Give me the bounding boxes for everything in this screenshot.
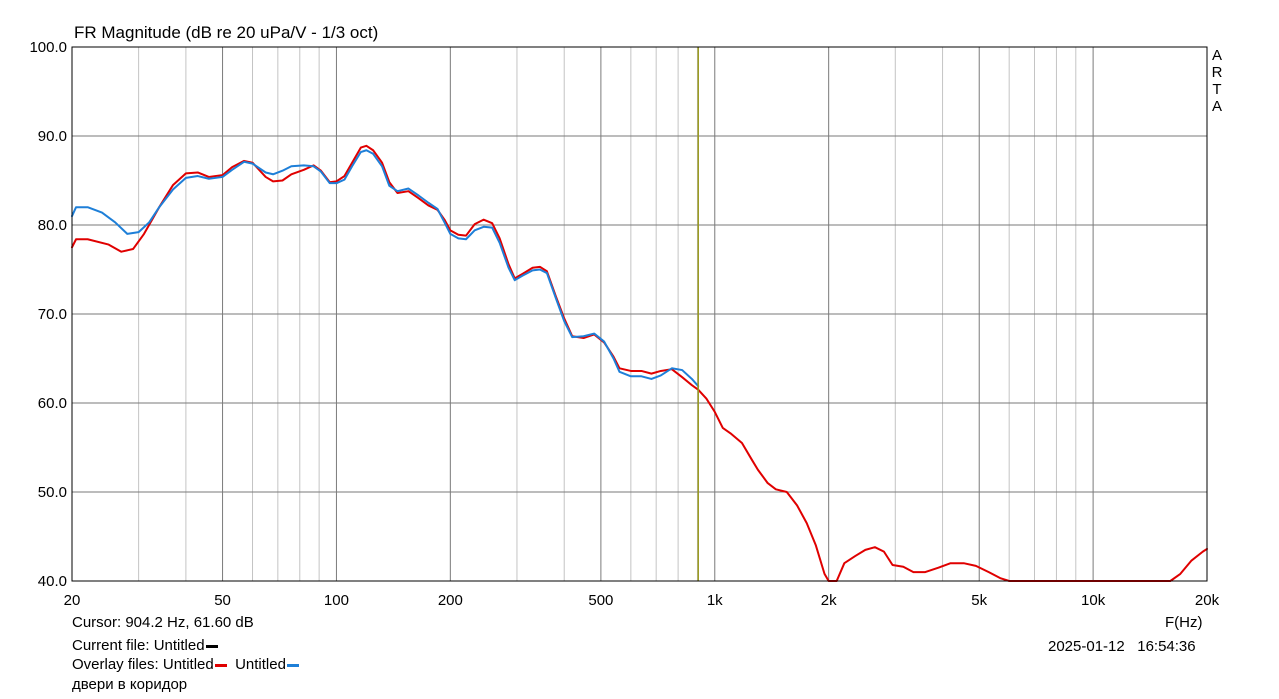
- x-tick-label: 2k: [821, 592, 837, 609]
- watermark-letter: A: [1211, 98, 1222, 115]
- current-file-line: Current file: Untitled: [72, 637, 218, 655]
- watermark-letter: T: [1212, 81, 1222, 98]
- timestamp: 2025-01-12 16:54:36: [1048, 638, 1196, 655]
- x-tick-label: 500: [588, 592, 613, 609]
- overlay-files-label: Overlay files: Untitled: [72, 656, 214, 673]
- chart-title: FR Magnitude (dB re 20 uPa/V - 1/3 oct): [74, 23, 379, 42]
- overlay-second-label: Untitled: [235, 656, 286, 673]
- overlay-blue-swatch: [286, 663, 299, 667]
- current-file-swatch: [205, 644, 218, 648]
- y-tick-label: 50.0: [38, 484, 67, 501]
- overlay-red-swatch: [214, 663, 227, 667]
- x-tick-label: 10k: [1081, 592, 1106, 609]
- x-tick-label: 200: [438, 592, 463, 609]
- x-tick-label: 5k: [971, 592, 987, 609]
- y-tick-label: 80.0: [38, 217, 67, 234]
- y-tick-label: 60.0: [38, 395, 67, 412]
- overlay-files-line: Overlay files: Untitled Untitled: [72, 656, 299, 674]
- measurement-note: двери в коридор: [72, 676, 188, 693]
- cursor-readout: Cursor: 904.2 Hz, 61.60 dB: [72, 614, 254, 631]
- x-axis-label: F(Hz): [1165, 614, 1203, 631]
- watermark-letter: A: [1211, 47, 1222, 64]
- series-line-blue: [71, 149, 700, 388]
- watermark-letter: R: [1211, 64, 1223, 81]
- current-file-label: Current file: Untitled: [72, 637, 205, 654]
- y-tick-label: 90.0: [38, 128, 67, 145]
- y-tick-label: 70.0: [38, 306, 67, 323]
- arta-watermark: A R T A: [1211, 47, 1223, 115]
- plot-frame: [71, 46, 1208, 582]
- major-gridlines: [71, 46, 1208, 582]
- x-tick-label: 1k: [707, 592, 723, 609]
- x-tick-label: 100: [324, 592, 349, 609]
- x-tick-label: 20k: [1195, 592, 1220, 609]
- y-tick-label: 40.0: [38, 573, 67, 590]
- series-line-red: [71, 144, 1208, 582]
- tick-labels: 20 50 100 200 500 1k 2k 5k 10k 20k 100.0 90.0 80.0 70…: [29, 39, 1219, 609]
- x-tick-label: 50: [214, 592, 231, 609]
- x-tick-label: 20: [64, 592, 81, 609]
- y-tick-label: 100.0: [29, 39, 67, 56]
- series-layer: [71, 144, 1208, 582]
